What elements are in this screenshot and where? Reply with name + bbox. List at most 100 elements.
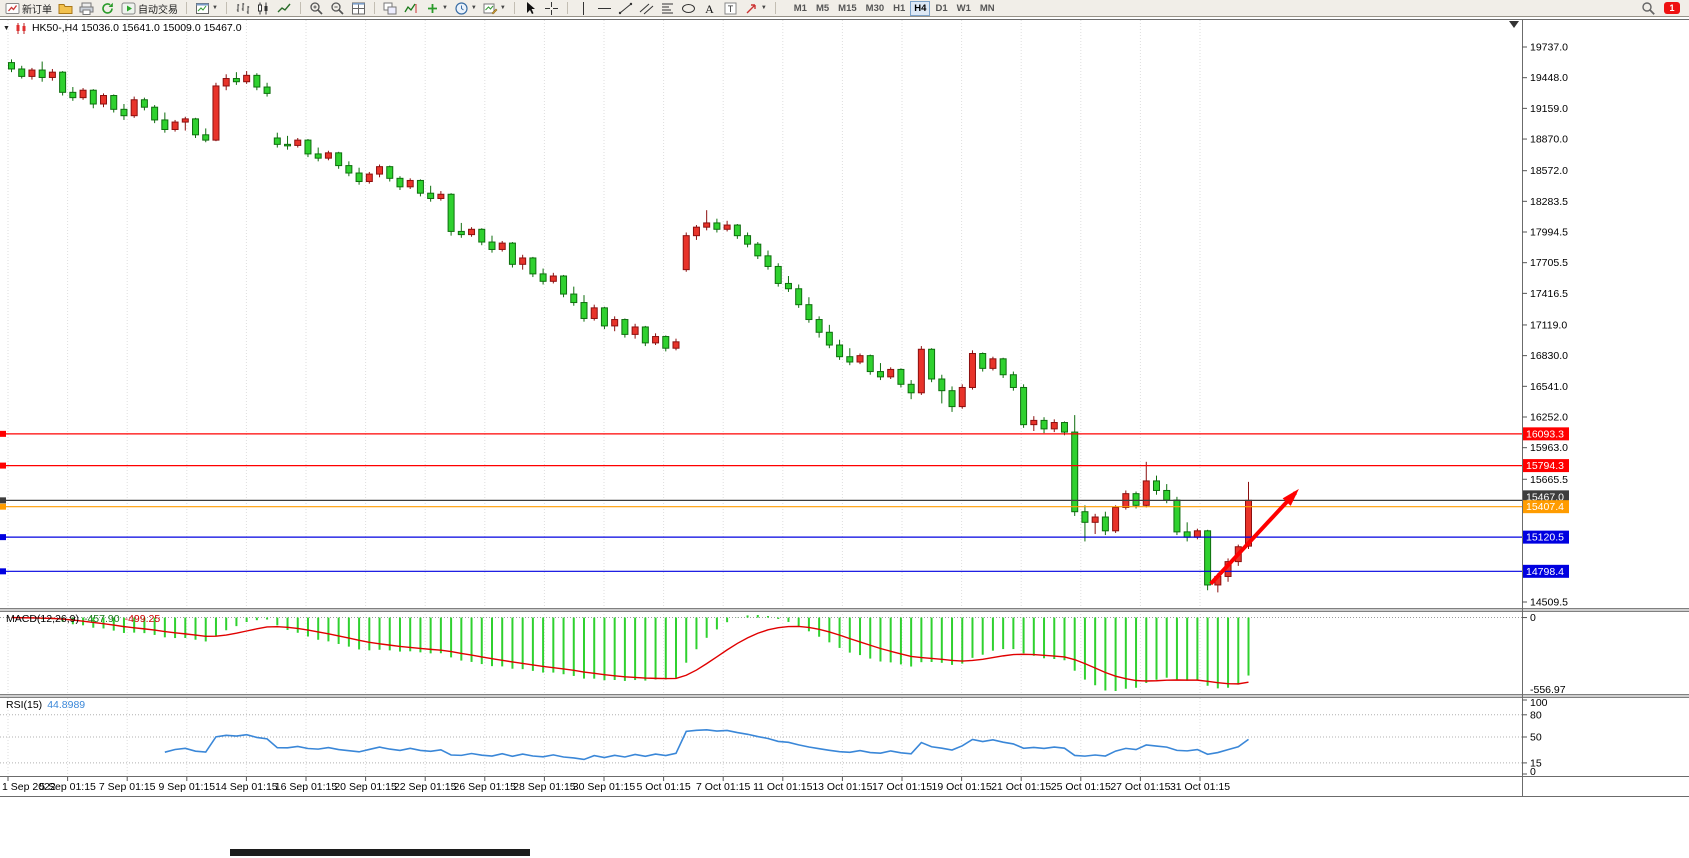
refresh-button[interactable] xyxy=(98,1,117,16)
notification-badge[interactable]: 1 xyxy=(1664,2,1680,14)
time-axis-label: 20 Sep 01:15 xyxy=(334,781,397,793)
price-axis-label: 17994.5 xyxy=(1530,227,1568,239)
tile-windows-button[interactable] xyxy=(349,1,368,16)
timeframe-button-H4[interactable]: H4 xyxy=(910,0,931,16)
timeframe-button-M15[interactable]: M15 xyxy=(838,2,857,14)
fibonacci-tool-button[interactable] xyxy=(658,1,677,16)
timeframe-button-D1[interactable]: D1 xyxy=(935,2,948,14)
toolbar: 新订单 自动交易 ▼ ▼ xyxy=(0,0,1689,17)
charts-profile-button[interactable] xyxy=(56,1,75,16)
toolbar-separator xyxy=(299,2,301,14)
candle xyxy=(1071,431,1079,513)
candle xyxy=(192,118,200,136)
candle xyxy=(1101,516,1109,532)
candle xyxy=(836,344,844,358)
candle xyxy=(805,304,813,321)
vertical-line-tool-button[interactable] xyxy=(574,1,593,16)
zoom-out-button[interactable] xyxy=(328,1,347,16)
timeframe-button-M1[interactable]: M1 xyxy=(793,2,807,14)
candle xyxy=(284,143,292,147)
crosshair-tool-button[interactable] xyxy=(542,1,561,16)
candle xyxy=(1112,506,1120,532)
rsi-line xyxy=(164,728,1249,761)
new-chart-button[interactable]: ▼ xyxy=(193,1,220,16)
panel-separator-rsi[interactable] xyxy=(0,694,1689,698)
candle xyxy=(437,193,445,200)
chevron-down-icon[interactable]: ▼ xyxy=(470,5,477,11)
trend-arrow[interactable] xyxy=(1209,488,1299,586)
chart-shift-marker[interactable] xyxy=(1509,21,1519,28)
chevron-down-icon[interactable]: ▼ xyxy=(760,5,767,11)
search-icon[interactable] xyxy=(1641,1,1656,16)
time-axis-label: 16 Sep 01:15 xyxy=(275,781,338,793)
candle xyxy=(774,265,782,284)
trendline-tool-button[interactable] xyxy=(616,1,635,16)
channel-tool-button[interactable] xyxy=(637,1,656,16)
hline-left-marker xyxy=(0,430,6,437)
time-axis-label: 30 Sep 01:15 xyxy=(573,781,636,793)
zoom-in-button[interactable] xyxy=(307,1,326,16)
candle xyxy=(1173,499,1181,533)
candle xyxy=(917,348,925,394)
timeframe-button-W1[interactable]: W1 xyxy=(956,2,971,14)
templates-button[interactable]: ▼ xyxy=(481,1,508,16)
candle xyxy=(304,139,312,155)
price-axis: 19737.0 19448.0 19159.0 18870.0 18572.0 18283… xyxy=(1522,42,1568,609)
auto-arrange-button[interactable] xyxy=(381,1,400,16)
timeframe-button-M30[interactable]: M30 xyxy=(865,2,885,14)
shapes-tool-button[interactable] xyxy=(679,1,698,16)
candle xyxy=(733,224,741,237)
h-scrollbar-thumb[interactable] xyxy=(230,849,530,856)
candles-series xyxy=(8,59,1252,593)
candle xyxy=(519,257,527,265)
label-tool-button[interactable]: T xyxy=(721,1,740,16)
chart-shift-button[interactable] xyxy=(402,1,421,16)
candle xyxy=(8,62,15,70)
candle xyxy=(580,302,588,319)
cursor-tool-button[interactable] xyxy=(521,1,540,16)
candle xyxy=(253,74,261,88)
add-indicator-button[interactable]: ▼ xyxy=(423,1,450,16)
arrows-tool-button[interactable]: ▼ xyxy=(742,1,769,16)
candle xyxy=(222,78,230,87)
svg-text:15120.5: 15120.5 xyxy=(1526,532,1564,544)
candlestick-mode-button[interactable] xyxy=(254,1,273,16)
new-order-button[interactable]: 新订单 xyxy=(3,1,54,16)
refresh-icon xyxy=(102,2,113,14)
candle xyxy=(120,108,128,117)
timeframe-button-M5[interactable]: M5 xyxy=(815,2,830,14)
timeframe-buttons: M1 M5 M15 M30 H1 H4 D1 W1 MN xyxy=(790,0,999,16)
bar-chart-mode-button[interactable] xyxy=(233,1,252,16)
svg-text:14798.4: 14798.4 xyxy=(1526,566,1564,578)
candle xyxy=(652,336,660,344)
channel-icon xyxy=(639,3,654,14)
chevron-down-icon[interactable]: ▼ xyxy=(212,5,218,11)
chevron-down-icon[interactable]: ▼ xyxy=(441,5,448,11)
chevron-down-icon[interactable]: ▼ xyxy=(499,5,506,11)
toolbar-separator xyxy=(513,2,515,14)
svg-text:15407.4: 15407.4 xyxy=(1526,501,1564,513)
panel-separator-macd[interactable] xyxy=(0,608,1689,612)
autotrading-button[interactable]: 自动交易 xyxy=(119,1,180,16)
print-button[interactable] xyxy=(77,1,96,16)
svg-text:16093.3: 16093.3 xyxy=(1526,428,1564,440)
rsi-axis-label: 100 xyxy=(1530,697,1548,709)
chart-menu-caret-icon[interactable]: ▼ xyxy=(3,24,10,32)
horizontal-line-tool-button[interactable] xyxy=(595,1,614,16)
time-axis-label: 11 Oct 01:15 xyxy=(753,781,813,793)
timeframe-button-MN[interactable]: MN xyxy=(979,2,995,14)
text-tool-button[interactable]: A xyxy=(700,1,719,16)
line-chart-mode-button[interactable] xyxy=(275,1,294,16)
horizontal-line-icon xyxy=(597,7,611,9)
timeframe-button-H1[interactable]: H1 xyxy=(893,2,906,14)
price-axis-label: 15665.5 xyxy=(1530,474,1568,486)
printer-icon xyxy=(79,2,94,15)
candle xyxy=(243,74,251,83)
candle xyxy=(181,118,189,123)
hline-left-marker xyxy=(0,503,6,510)
periods-button[interactable]: ▼ xyxy=(452,1,479,16)
rsi-axis-label: 50 xyxy=(1530,732,1542,744)
candle xyxy=(631,326,639,335)
candle xyxy=(713,222,721,230)
